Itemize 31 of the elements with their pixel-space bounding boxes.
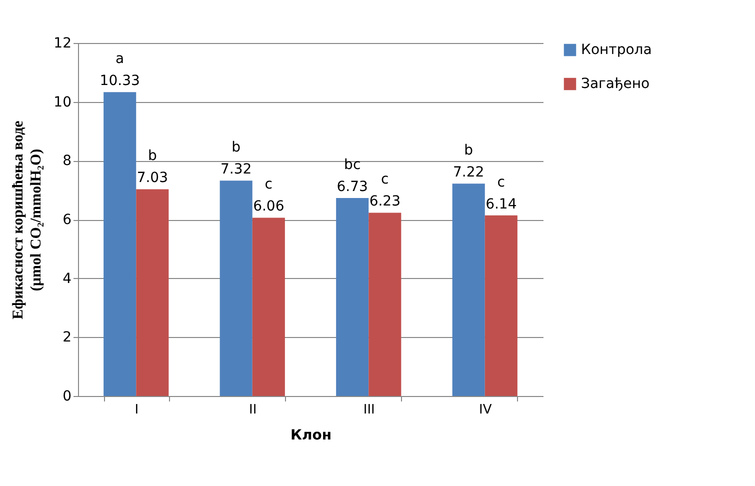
y-axis-title: Ефикасност коришћења воде (µmol CO₂/mmolH₂O) [10, 120, 45, 320]
y-tick-label: 10 [54, 94, 72, 110]
bar [252, 218, 285, 396]
bar [136, 189, 169, 396]
data-label: c 6.06 [253, 176, 284, 215]
data-label: c 6.14 [486, 174, 517, 212]
data-label: a 10.33 [100, 51, 140, 90]
y-tick-label: 12 [54, 36, 72, 52]
y-tick-label: 2 [62, 330, 72, 346]
x-tick-label: I [134, 402, 139, 418]
y-tick-label: 0 [62, 388, 72, 404]
legend-label: Загађено [581, 76, 650, 92]
bar [452, 184, 485, 396]
bar [220, 180, 252, 396]
y-tick-label: 6 [62, 212, 72, 228]
x-tick-label: II [249, 402, 257, 418]
bar [368, 212, 402, 396]
x-tick-label: III [363, 402, 375, 418]
bar [104, 92, 136, 396]
y-tick-label: 8 [62, 153, 72, 170]
data-label: b 7.32 [220, 140, 252, 178]
bar [484, 215, 518, 396]
data-label: b 7.22 [453, 142, 484, 181]
bar [336, 198, 369, 396]
data-label: b 7.03 [136, 148, 168, 186]
y-tick-label: 4 [62, 270, 72, 287]
x-axis-title: Клон [290, 428, 332, 444]
x-tick-label: IV [479, 402, 492, 418]
data-label: bc 6.73 [336, 157, 368, 196]
data-label: c 6.23 [369, 172, 400, 210]
legend-label: Контрола [581, 42, 652, 58]
